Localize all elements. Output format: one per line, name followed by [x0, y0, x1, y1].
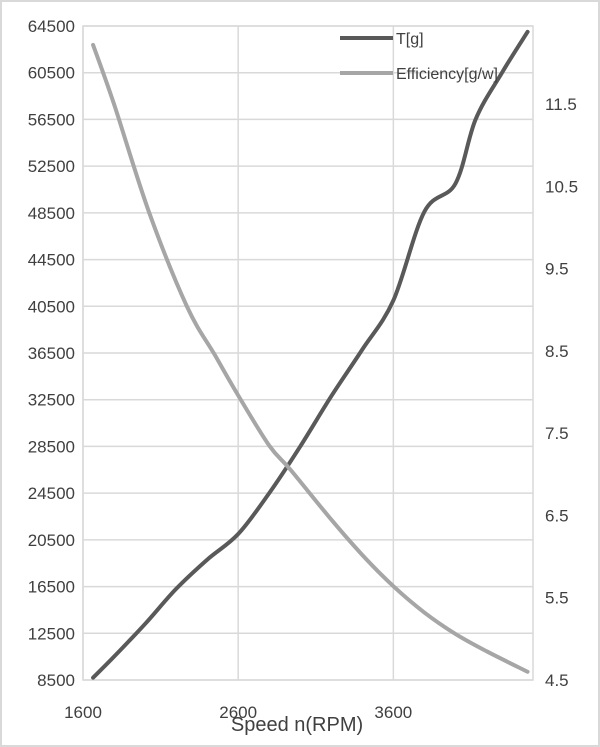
series-lines	[91, 29, 530, 680]
legend-label-t: T[g]	[396, 31, 424, 48]
t-line	[91, 29, 530, 680]
y-tick-label: 44500	[28, 251, 75, 270]
gridlines	[82, 25, 533, 681]
x-axis-title: Speed n(RPM)	[231, 714, 363, 736]
y-tick-label: 36500	[28, 344, 75, 363]
y-tick-label: 40500	[28, 297, 75, 316]
y2-tick-label: 10.5	[545, 177, 578, 196]
y-tick-label: 56500	[28, 110, 75, 129]
y-tick-label: 32500	[28, 391, 75, 410]
x-tick-label: 2600	[219, 703, 257, 722]
y2-tick-label: 4.5	[545, 671, 569, 690]
y-tick-label: 20500	[28, 531, 75, 550]
efficiency-line	[91, 42, 530, 674]
x-tick-label: 1600	[64, 703, 102, 722]
x-axis-ticks: 1600 2600 3600	[64, 703, 412, 722]
y2-tick-label: 8.5	[545, 342, 569, 361]
legend-label-efficiency: Efficiency[g/w]	[396, 66, 498, 83]
y2-tick-label: 5.5	[545, 589, 569, 608]
y2-tick-label: 9.5	[545, 260, 569, 279]
y2-tick-label: 11.5	[545, 95, 577, 114]
legend: T[g] Efficiency[g/w]	[340, 31, 498, 83]
y-tick-label: 8500	[37, 671, 75, 690]
y-tick-label: 12500	[28, 624, 75, 643]
y-tick-label: 48500	[28, 204, 75, 223]
y-tick-label: 28500	[28, 437, 75, 456]
y-tick-label: 24500	[28, 484, 75, 503]
x-tick-label: 3600	[374, 703, 412, 722]
y-tick-label: 52500	[28, 157, 75, 176]
y-tick-label: 64500	[28, 17, 75, 36]
plot-area-border	[82, 25, 534, 681]
right-axis-ticks: 4.5 5.5 6.5 7.5 8.5 9.5 10.5 11.5	[545, 95, 578, 690]
y2-tick-label: 6.5	[545, 506, 569, 525]
left-axis-ticks: 8500 12500 16500 20500 24500 28500 32500 36500 4…	[28, 17, 75, 690]
y-tick-label: 16500	[28, 578, 75, 597]
y2-tick-label: 7.5	[545, 424, 569, 443]
y-tick-label: 60500	[28, 64, 75, 83]
